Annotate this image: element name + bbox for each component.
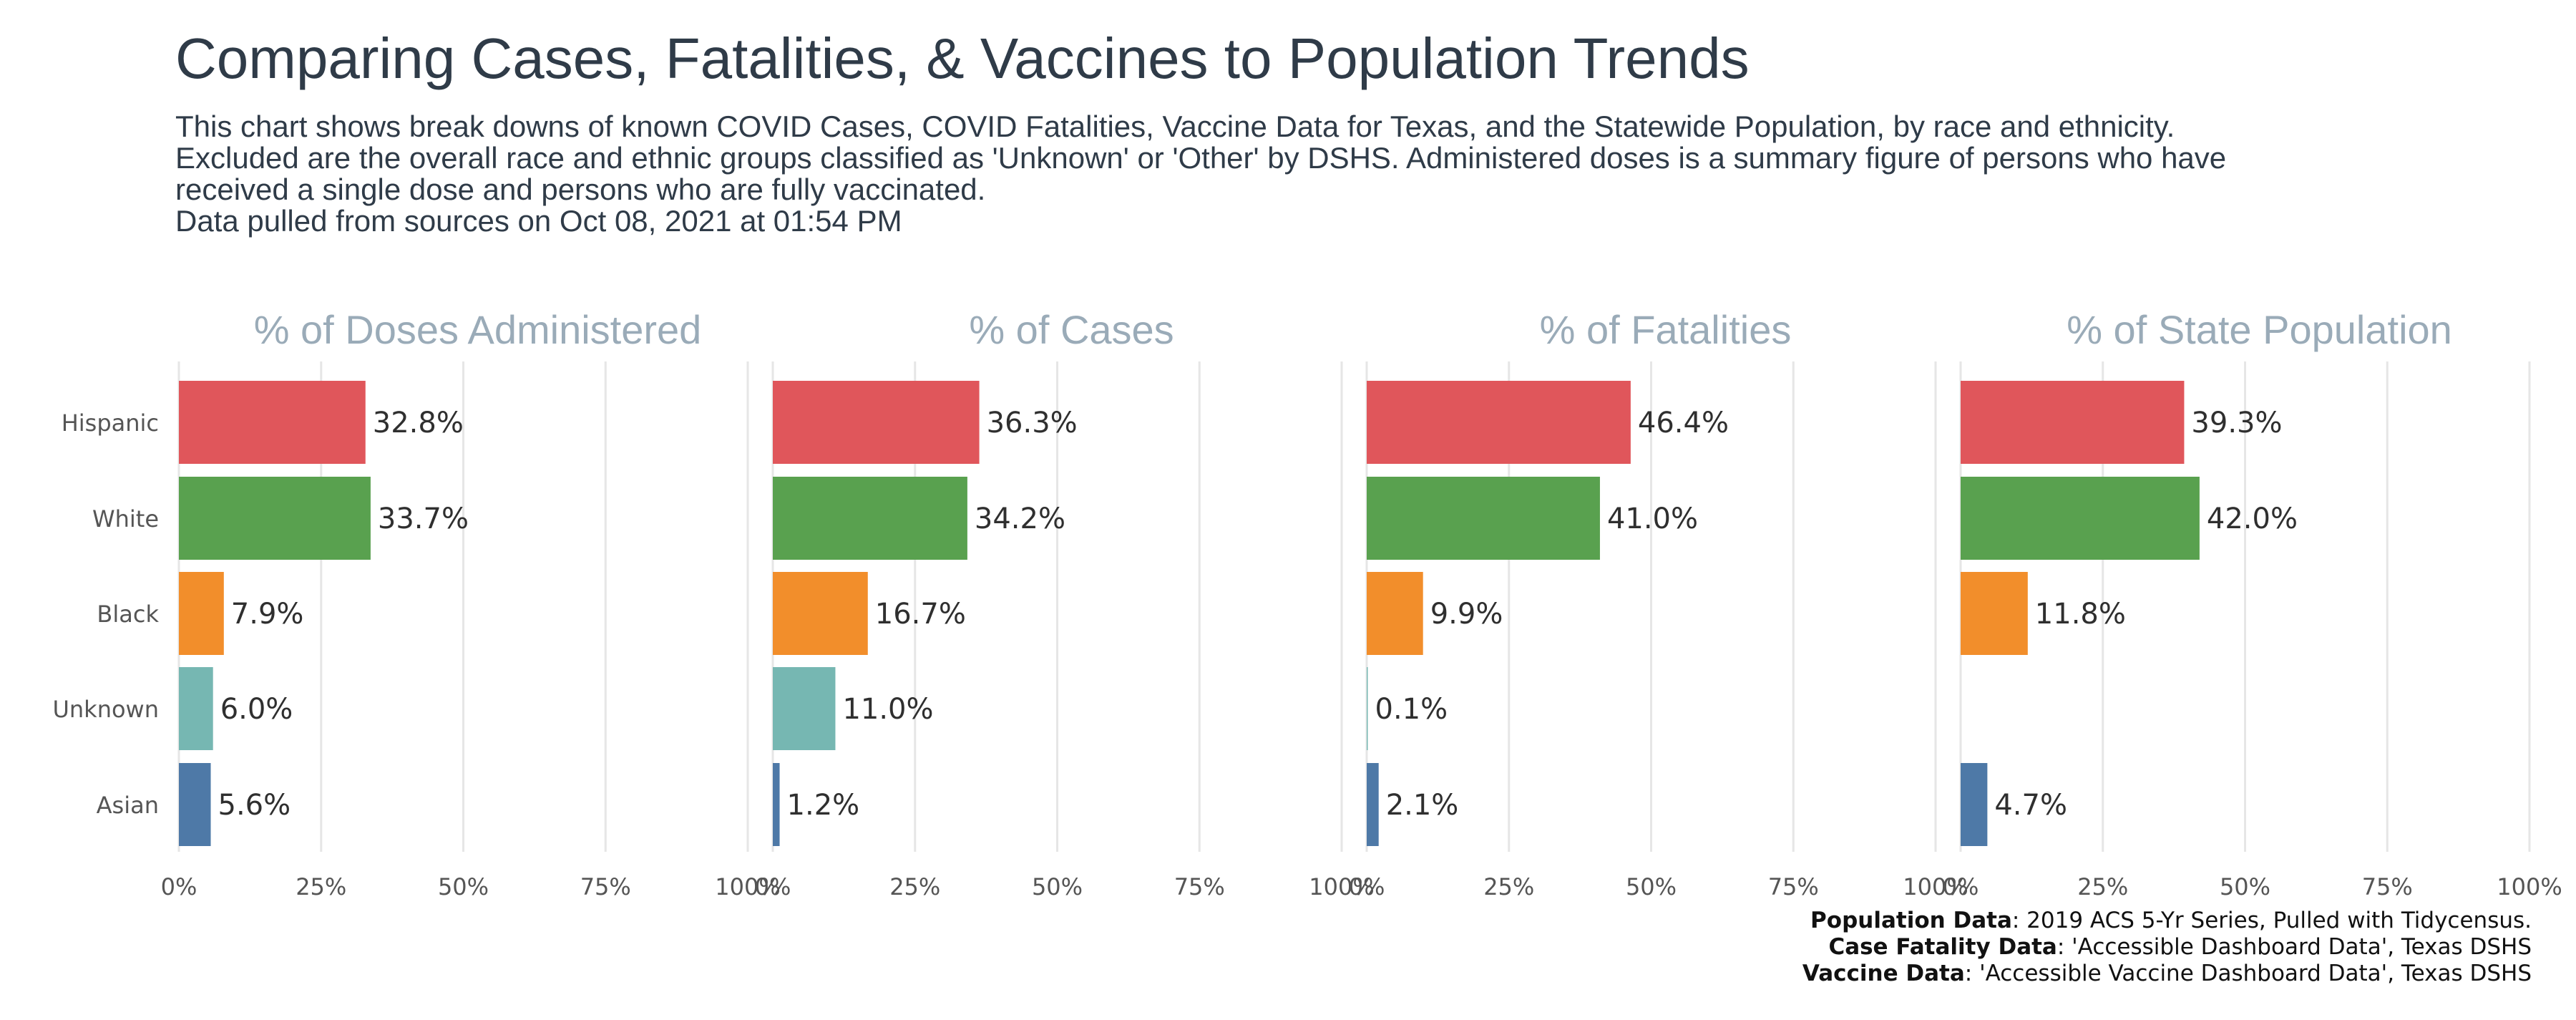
y-tick-label-black: Black xyxy=(97,601,159,628)
caption-population: Population Data: 2019 ACS 5-Yr Series, P… xyxy=(1810,908,2532,933)
bar-of-state-population-black xyxy=(1961,572,2028,655)
x-tick-label: 50% xyxy=(1626,873,1677,900)
caption-case-fatality: Case Fatality Data: 'Accessible Dashboar… xyxy=(1828,934,2532,960)
data-label-of-cases-black: 16.7% xyxy=(875,598,966,631)
caption-vaccine: Vaccine Data: 'Accessible Vaccine Dashbo… xyxy=(1802,961,2532,986)
x-tick-label: 100% xyxy=(1309,873,1374,900)
data-label-of-doses-administered-white: 33.7% xyxy=(378,502,469,535)
x-tick-label: 75% xyxy=(1174,873,1225,900)
data-label-of-state-population-hispanic: 39.3% xyxy=(2191,407,2282,439)
x-tick-label: 0% xyxy=(755,873,791,900)
bar-of-cases-hispanic xyxy=(773,381,980,464)
y-tick-label-white: White xyxy=(92,505,159,533)
bar-of-doses-administered-white xyxy=(179,477,371,560)
bar-of-state-population-white xyxy=(1961,477,2200,560)
data-label-of-doses-administered-black: 7.9% xyxy=(231,598,304,631)
bar-of-state-population-hispanic xyxy=(1961,381,2185,464)
bar-of-state-population-asian xyxy=(1961,763,1988,846)
y-tick-label-hispanic: Hispanic xyxy=(62,409,159,437)
chart-title: Comparing Cases, Fatalities, & Vaccines … xyxy=(175,26,1750,90)
data-label-of-cases-hispanic: 36.3% xyxy=(987,407,1078,439)
data-label-of-doses-administered-hispanic: 32.8% xyxy=(373,407,464,439)
x-tick-label: 100% xyxy=(715,873,780,900)
x-tick-label: 25% xyxy=(2077,873,2128,900)
bar-of-doses-administered-asian xyxy=(179,763,211,846)
x-tick-label: 0% xyxy=(161,873,197,900)
y-tick-label-unknown: Unknown xyxy=(52,696,159,723)
bar-of-fatalities-black xyxy=(1367,572,1423,655)
bar-of-doses-administered-black xyxy=(179,572,224,655)
data-label-of-doses-administered-asian: 5.6% xyxy=(218,789,291,822)
panel-title-of-doses-administered: % of Doses Administered xyxy=(254,307,702,352)
x-tick-label: 100% xyxy=(2497,873,2562,900)
x-tick-label: 75% xyxy=(580,873,631,900)
x-tick-label: 25% xyxy=(1483,873,1534,900)
bar-of-fatalities-asian xyxy=(1367,763,1379,846)
panel-title-of-fatalities: % of Fatalities xyxy=(1540,307,1792,352)
data-label-of-doses-administered-unknown: 6.0% xyxy=(220,693,293,726)
bar-of-cases-asian xyxy=(773,763,780,846)
bar-of-fatalities-unknown xyxy=(1367,667,1368,750)
data-label-of-state-population-white: 42.0% xyxy=(2207,502,2298,535)
x-tick-label: 50% xyxy=(2220,873,2270,900)
x-tick-label: 100% xyxy=(1903,873,1968,900)
data-label-of-fatalities-black: 9.9% xyxy=(1430,598,1503,631)
data-label-of-cases-white: 34.2% xyxy=(975,502,1065,535)
bar-of-doses-administered-hispanic xyxy=(179,381,366,464)
x-tick-label: 75% xyxy=(1768,873,1819,900)
data-label-of-state-population-asian: 4.7% xyxy=(1994,789,2067,822)
panel-title-of-cases: % of Cases xyxy=(969,307,1174,352)
data-label-of-fatalities-unknown: 0.1% xyxy=(1375,693,1448,726)
bar-of-cases-black xyxy=(773,572,868,655)
data-label-of-state-population-black: 11.8% xyxy=(2035,598,2126,631)
x-tick-label: 25% xyxy=(296,873,346,900)
x-tick-label: 0% xyxy=(1349,873,1385,900)
bar-of-fatalities-white xyxy=(1367,477,1600,560)
source-caption: Population Data: 2019 ACS 5-Yr Series, P… xyxy=(1802,908,2532,987)
bar-of-cases-white xyxy=(773,477,967,560)
chart-subtitle: This chart shows break downs of known CO… xyxy=(175,110,2227,238)
x-tick-label: 0% xyxy=(1943,873,1979,900)
data-label-of-fatalities-white: 41.0% xyxy=(1607,502,1698,535)
x-tick-label: 75% xyxy=(2362,873,2413,900)
x-tick-label: 50% xyxy=(1032,873,1083,900)
data-label-of-fatalities-asian: 2.1% xyxy=(1386,789,1459,822)
data-label-of-fatalities-hispanic: 46.4% xyxy=(1638,407,1729,439)
data-label-of-cases-unknown: 11.0% xyxy=(842,693,933,726)
x-tick-label: 25% xyxy=(889,873,940,900)
bar-of-fatalities-hispanic xyxy=(1367,381,1631,464)
y-tick-label-asian: Asian xyxy=(97,792,159,819)
data-label-of-cases-asian: 1.2% xyxy=(787,789,860,822)
x-tick-label: 50% xyxy=(438,873,489,900)
panel-title-of-state-population: % of State Population xyxy=(2067,307,2452,352)
bar-of-cases-unknown xyxy=(773,667,836,750)
bar-of-doses-administered-unknown xyxy=(179,667,213,750)
